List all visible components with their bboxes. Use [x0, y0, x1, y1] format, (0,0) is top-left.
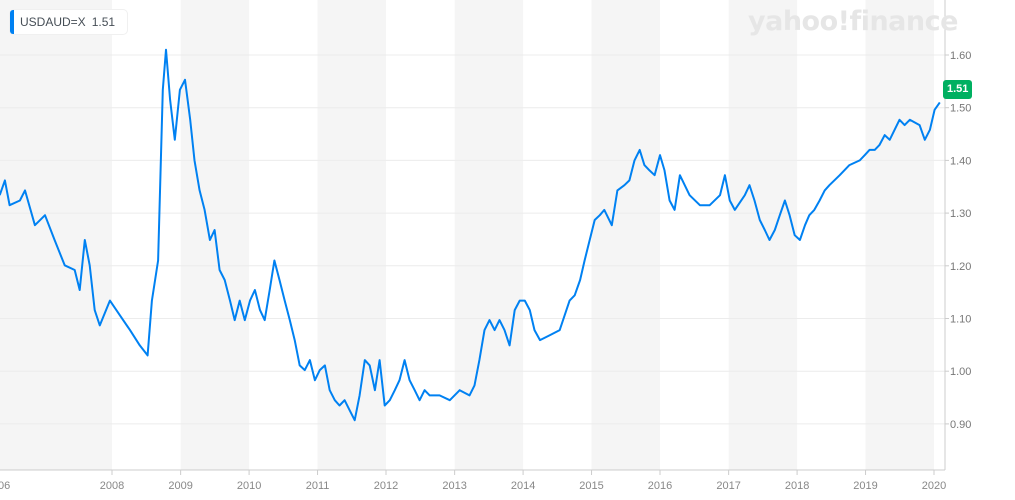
y-tick-label: 1.50 [950, 103, 971, 115]
y-axis: 0.90 1.00 1.10 1.20 1.30 1.40 1.50 1.60 [944, 0, 971, 470]
x-tick-label: 2013 [442, 480, 466, 492]
legend[interactable]: USDAUD=X 1.51 [10, 10, 128, 34]
series-color-marker [10, 10, 14, 34]
x-tick-label: 2008 [100, 480, 124, 492]
year-bands [0, 0, 934, 470]
x-tick-label: 2009 [168, 480, 192, 492]
yahoo-finance-logo: yahoo!finance [748, 6, 958, 37]
y-tick-label: 1.60 [950, 50, 971, 62]
series-line-usdaud [0, 48, 941, 422]
x-tick-label: 2016 [648, 480, 672, 492]
x-tick-label: 2014 [511, 480, 535, 492]
year-band [454, 0, 524, 470]
year-band [0, 0, 112, 470]
y-tick-label: 0.90 [950, 419, 971, 431]
x-tick-label: 2020 [922, 480, 946, 492]
legend-value: 1.51 [91, 15, 116, 29]
year-band [317, 0, 386, 470]
current-price-badge: 1.51 [943, 80, 973, 99]
x-axis: 06 2008 2009 2010 2011 2012 2013 2014 2015 2016 20… [0, 469, 946, 492]
x-tick-label: 2011 [306, 480, 330, 492]
y-tick-label: 1.10 [950, 314, 971, 326]
y-tick-label: 1.00 [950, 366, 971, 378]
x-tick-label: 2017 [716, 480, 740, 492]
grid-lines [0, 54, 945, 425]
year-band [591, 0, 660, 470]
x-tick-label: 2010 [237, 480, 261, 492]
x-tick-label: 2018 [785, 480, 809, 492]
year-band [728, 0, 798, 470]
y-tick-label: 1.40 [950, 155, 971, 167]
x-tick-label: 2019 [853, 480, 877, 492]
y-tick-label: 1.20 [950, 261, 971, 273]
x-tick-label: 2012 [374, 480, 398, 492]
y-tick-label: 1.30 [950, 208, 971, 220]
legend-symbol: USDAUD=X [20, 15, 86, 29]
year-band [865, 0, 934, 470]
x-tick-label: 06 [0, 480, 10, 492]
x-tick-label: 2015 [579, 480, 603, 492]
